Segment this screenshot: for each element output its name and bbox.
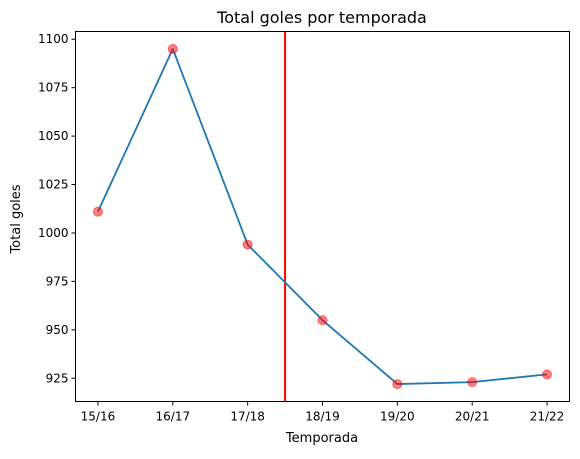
y-tick-label: 1100 xyxy=(38,32,69,46)
x-tick-label: 18/19 xyxy=(305,410,340,424)
x-axis-label: Temporada xyxy=(285,431,358,446)
y-tick-label: 1025 xyxy=(38,178,69,192)
y-tick-label: 925 xyxy=(46,371,69,385)
y-tick-label: 1000 xyxy=(38,226,69,240)
series-line xyxy=(97,48,548,385)
data-point xyxy=(542,369,553,380)
y-tick-label: 950 xyxy=(46,323,69,337)
x-tick-label: 15/16 xyxy=(81,410,116,424)
plot-frame xyxy=(75,31,570,402)
x-tick-label: 19/20 xyxy=(380,410,415,424)
y-axis-label: Total goles xyxy=(9,184,24,254)
data-point xyxy=(392,379,403,390)
x-tick-label: 20/21 xyxy=(455,410,490,424)
data-point xyxy=(242,239,253,250)
x-tick-label: 16/17 xyxy=(156,410,191,424)
plot-content xyxy=(92,31,553,402)
data-point xyxy=(92,206,103,217)
x-axis-ticks: 15/16 16/17 17/18 18/19 19/20 20/21 21/22 xyxy=(81,401,565,424)
data-point xyxy=(167,43,178,54)
data-point xyxy=(467,377,478,388)
y-tick-label: 1050 xyxy=(38,129,69,143)
y-axis-ticks: 925 950 975 1000 1025 1050 1075 1100 xyxy=(38,32,76,385)
y-tick-label: 1075 xyxy=(38,81,69,95)
x-tick-label: 17/18 xyxy=(230,410,265,424)
chart-title: Total goles por temporada xyxy=(216,8,427,27)
data-point xyxy=(317,315,328,326)
y-tick-label: 975 xyxy=(46,274,69,288)
x-tick-label: 21/22 xyxy=(530,410,565,424)
